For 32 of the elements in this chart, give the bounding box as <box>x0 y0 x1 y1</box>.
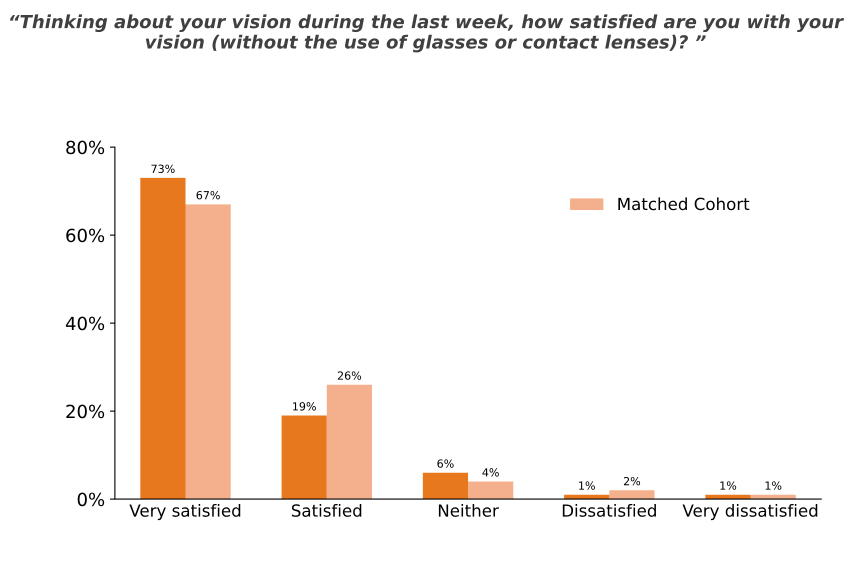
y-tick-label: 40% <box>66 316 104 330</box>
x-tick-label: Very satisfied <box>129 504 240 520</box>
data-label: 19% <box>293 402 316 411</box>
bar <box>705 494 751 500</box>
data-label: 4% <box>482 468 499 477</box>
x-tick-label: Satisfied <box>292 504 362 517</box>
legend-label: Matched Cohort <box>618 197 750 210</box>
data-label: 26% <box>338 371 362 380</box>
x-tick-label: Very dissatisfied <box>682 504 818 520</box>
bar <box>140 178 186 500</box>
bar <box>468 482 514 500</box>
y-tick-label: 80% <box>66 140 104 154</box>
y-tick-label: 0% <box>78 492 104 506</box>
bar <box>750 494 796 500</box>
data-label: 6% <box>437 459 454 468</box>
data-label: 2% <box>624 476 640 486</box>
bar <box>422 472 468 500</box>
bar <box>326 384 372 500</box>
chart-title: “Thinking about your vision during the last week, how satisfied are you with your vision (without the use of glasses or contact lenses)? ” <box>10 14 844 52</box>
bar <box>564 494 610 500</box>
data-label: 1% <box>579 481 595 490</box>
data-label: 1% <box>766 481 782 490</box>
data-label: 1% <box>720 481 736 490</box>
bar <box>186 204 231 500</box>
data-label: 67% <box>196 190 220 200</box>
y-tick-label: 20% <box>66 404 104 418</box>
bar <box>282 416 327 500</box>
x-tick-label: Dissatisfied <box>562 504 656 517</box>
x-tick-label: Neither <box>438 504 499 517</box>
y-tick-label: 60% <box>66 228 104 242</box>
bar <box>609 490 655 500</box>
data-label: 73% <box>151 164 175 173</box>
